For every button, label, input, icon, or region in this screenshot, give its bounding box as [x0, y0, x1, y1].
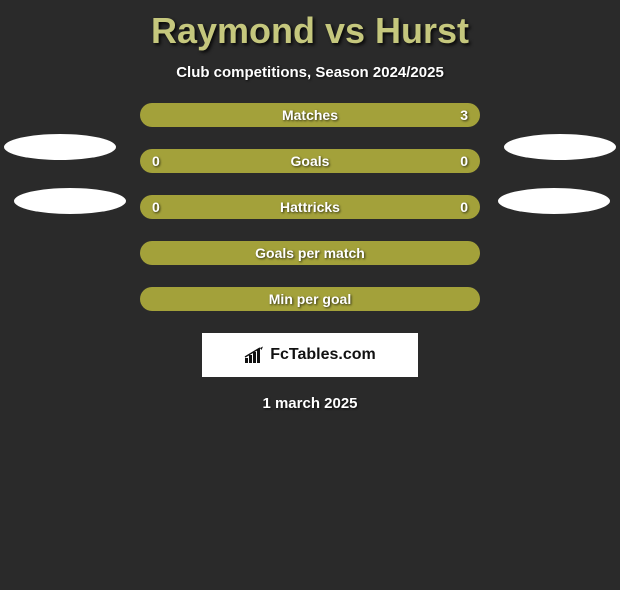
stat-label: Goals per match: [255, 245, 365, 261]
stat-row-goals: 0 Goals 0: [140, 149, 480, 173]
team-badge-left-2: [14, 188, 126, 214]
stat-row-matches: Matches 3: [140, 103, 480, 127]
stat-label: Matches: [282, 107, 338, 123]
stat-left-value: 0: [152, 153, 160, 169]
stat-left-value: 0: [152, 199, 160, 215]
page-title: Raymond vs Hurst: [0, 10, 620, 52]
stat-right-value: 0: [460, 153, 468, 169]
stat-right-value: 0: [460, 199, 468, 215]
logo-text: FcTables.com: [270, 346, 376, 364]
stat-row-min-per-goal: Min per goal: [140, 287, 480, 311]
stat-row-hattricks: 0 Hattricks 0: [140, 195, 480, 219]
date-label: 1 march 2025: [0, 395, 620, 412]
stat-label: Hattricks: [280, 199, 340, 215]
stat-label: Min per goal: [269, 291, 351, 307]
bar-chart-icon: [244, 346, 264, 364]
subtitle: Club competitions, Season 2024/2025: [0, 64, 620, 81]
team-badge-left-1: [4, 134, 116, 160]
stat-row-goals-per-match: Goals per match: [140, 241, 480, 265]
stat-right-value: 3: [460, 107, 468, 123]
team-badge-right-2: [498, 188, 610, 214]
source-logo[interactable]: FcTables.com: [202, 333, 418, 377]
stat-label: Goals: [291, 153, 330, 169]
team-badge-right-1: [504, 134, 616, 160]
